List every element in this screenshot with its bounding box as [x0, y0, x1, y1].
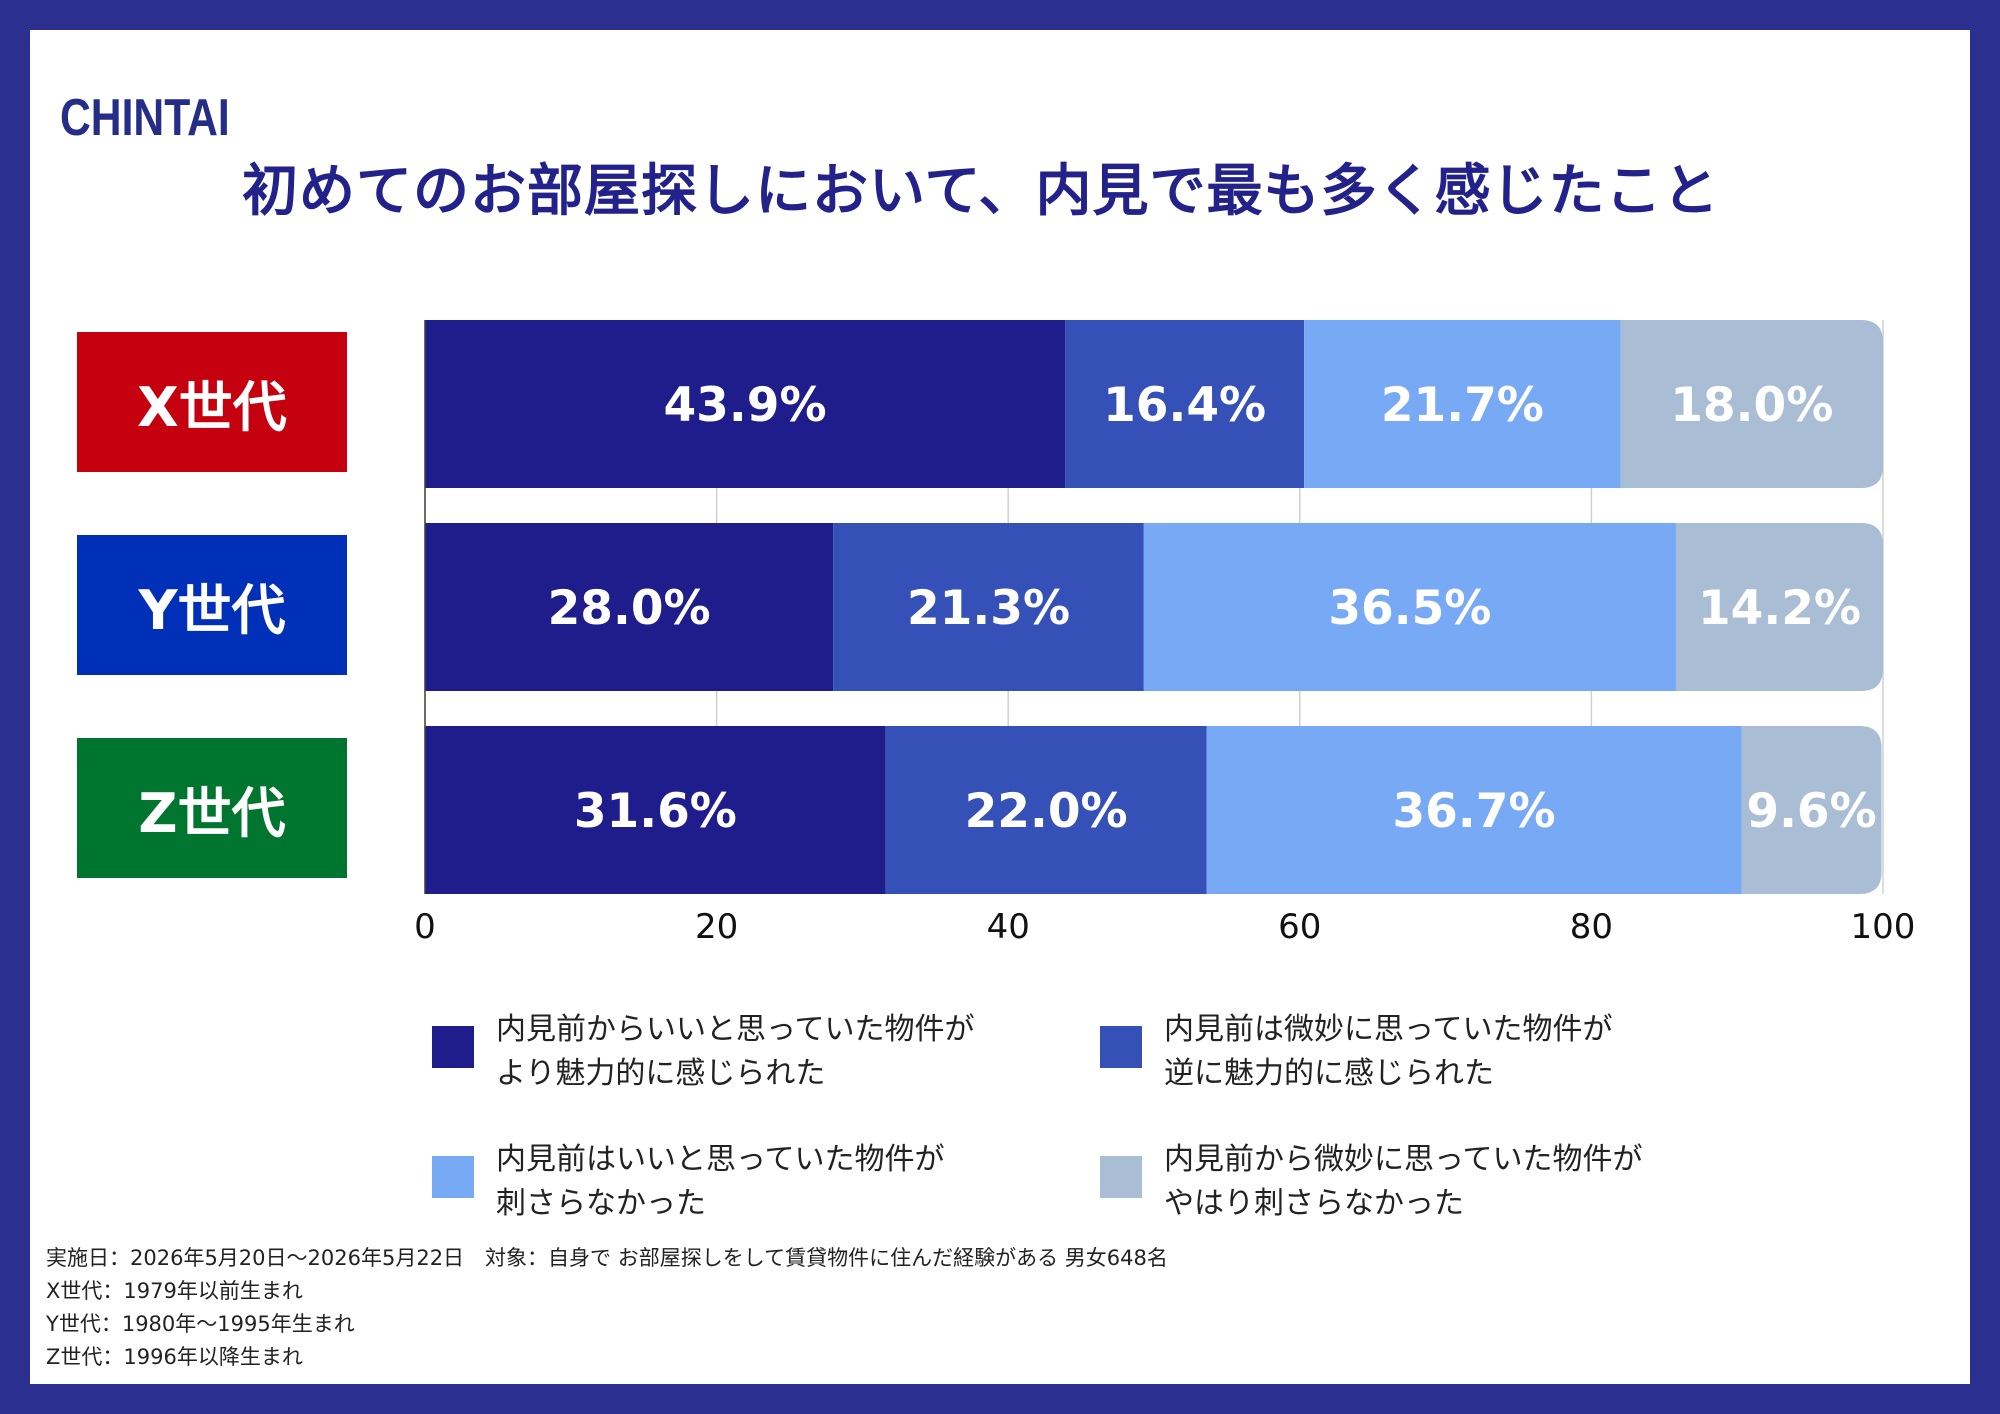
data-label-2-2: 21.3%	[907, 581, 1070, 636]
legend-label-2: 内見前は微妙に思っていた物件が 逆に魅力的に感じられた	[1164, 1012, 1613, 1091]
bar-segment-2-3	[1143, 523, 1676, 691]
bar-segment-3-3	[1206, 726, 1742, 894]
legend-swatch-1	[432, 1026, 474, 1068]
legend-item-1: 内見前からいいと思っていた物件が より魅力的に感じられた	[432, 1008, 975, 1096]
survey-notes: 実施日：2026年5月20日〜2026年5月22日 対象：自身で お部屋探しをし…	[46, 1242, 1168, 1374]
chintai-logo: CHINTAI	[60, 89, 230, 147]
data-label-2-4: 14.2%	[1698, 581, 1861, 636]
legend-item-3: 内見前はいいと思っていた物件が 刺さらなかった	[432, 1138, 945, 1226]
legend-swatch-4	[1100, 1156, 1142, 1198]
x-tick-label-80: 80	[1570, 907, 1613, 947]
legend-item-4: 内見前から微妙に思っていた物件が やはり刺さらなかった	[1100, 1138, 1643, 1226]
data-label-1-1: 43.9%	[663, 378, 826, 433]
generation-label-x: X世代	[77, 332, 347, 472]
legend-label-3: 内見前はいいと思っていた物件が 刺さらなかった	[496, 1142, 945, 1221]
bar-segment-2-2	[833, 523, 1144, 691]
legend-item-2: 内見前は微妙に思っていた物件が 逆に魅力的に感じられた	[1100, 1008, 1613, 1096]
x-tick-label-20: 20	[695, 907, 738, 947]
stacked-bar-chart: 43.9% 16.4% 21.7% 18.0% 28.0% 21.3% 36.5% 14.2%…	[414, 320, 1916, 947]
bar-segment-3-2	[885, 726, 1207, 894]
data-label-1-3: 21.7%	[1381, 378, 1544, 433]
bar-segment-2-1	[425, 523, 834, 691]
bar-segment-3-4	[1741, 726, 1882, 894]
data-label-3-3: 36.7%	[1392, 784, 1555, 839]
data-label-3-1: 31.6%	[574, 784, 737, 839]
data-label-2-1: 28.0%	[548, 581, 711, 636]
bar-segment-1-3	[1304, 320, 1621, 488]
chart-title: 初めてのお部屋探しにおいて、内見で最も多く感じたこと	[242, 159, 1720, 224]
x-tick-label-40: 40	[987, 907, 1030, 947]
generation-label-z: Z世代	[77, 738, 347, 878]
legend-swatch-2	[1100, 1026, 1142, 1068]
legend-swatch-3	[432, 1156, 474, 1198]
bar-segment-1-1	[425, 320, 1066, 488]
y-generation-note: Y世代：1980年〜1995年生まれ	[46, 1312, 355, 1336]
x-tick-label-100: 100	[1851, 907, 1916, 947]
generation-label-y: Y世代	[77, 535, 347, 675]
bar-segment-1-4	[1620, 320, 1883, 488]
bar-segment-3-1	[425, 726, 886, 894]
x-tick-label-60: 60	[1278, 907, 1321, 947]
data-label-3-4: 9.6%	[1746, 784, 1876, 839]
infographic-card: CHINTAI 初めてのお部屋探しにおいて、内見で最も多く感じたこと X世代 Y…	[30, 30, 1970, 1384]
z-generation-note: Z世代：1996年以降生まれ	[46, 1345, 303, 1369]
data-label-1-2: 16.4%	[1103, 378, 1266, 433]
data-label-1-4: 18.0%	[1670, 378, 1833, 433]
bar-segment-1-2	[1065, 320, 1305, 488]
bar-segment-2-4	[1675, 523, 1883, 691]
x-tick-label-0: 0	[414, 907, 436, 947]
survey-period-note: 実施日：2026年5月20日〜2026年5月22日 対象：自身で お部屋探しをし…	[46, 1246, 1168, 1270]
legend-label-4: 内見前から微妙に思っていた物件が やはり刺さらなかった	[1164, 1142, 1643, 1221]
data-label-3-2: 22.0%	[965, 784, 1128, 839]
legend-label-1: 内見前からいいと思っていた物件が より魅力的に感じられた	[496, 1012, 975, 1091]
data-label-2-3: 36.5%	[1328, 581, 1491, 636]
x-generation-note: X世代：1979年以前生まれ	[46, 1279, 303, 1303]
